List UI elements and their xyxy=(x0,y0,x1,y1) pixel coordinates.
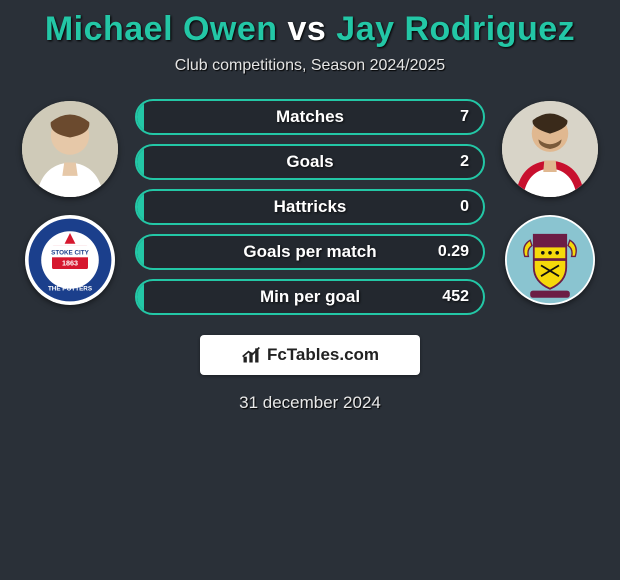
stat-label: Min per goal xyxy=(260,287,360,307)
stat-list: Matches 7 Goals 2 Hattricks 0 Goals per … xyxy=(135,99,485,315)
subtitle: Club competitions, Season 2024/2025 xyxy=(175,57,445,75)
person-icon xyxy=(502,101,598,197)
stat-fill xyxy=(137,146,144,178)
stat-fill xyxy=(137,191,144,223)
stat-row: Goals 2 xyxy=(135,144,485,180)
stat-value: 7 xyxy=(460,108,469,126)
player1-name: Michael Owen xyxy=(45,10,278,48)
stat-label: Hattricks xyxy=(274,197,347,217)
person-icon xyxy=(22,101,118,197)
vs-text: vs xyxy=(288,10,327,48)
brand-text: FcTables.com xyxy=(267,345,379,365)
player1-avatar xyxy=(22,101,118,197)
club-badge-icon xyxy=(505,215,595,305)
stat-label: Matches xyxy=(276,107,344,127)
player2-name: Jay Rodriguez xyxy=(336,10,575,48)
player1-club-badge: STOKE CITY 1863 THE POTTERS xyxy=(25,215,115,305)
stat-row: Goals per match 0.29 xyxy=(135,234,485,270)
stat-row: Min per goal 452 xyxy=(135,279,485,315)
left-column: STOKE CITY 1863 THE POTTERS xyxy=(15,95,125,305)
svg-text:1863: 1863 xyxy=(62,258,78,267)
date-text: 31 december 2024 xyxy=(239,393,381,413)
chart-icon xyxy=(241,345,261,365)
player2-club-badge xyxy=(505,215,595,305)
svg-text:STOKE CITY: STOKE CITY xyxy=(51,250,89,257)
page-title: Michael Owen vs Jay Rodriguez xyxy=(45,10,575,49)
club-badge-icon: STOKE CITY 1863 THE POTTERS xyxy=(25,215,115,305)
stat-fill xyxy=(137,101,144,133)
svg-text:THE POTTERS: THE POTTERS xyxy=(48,286,92,293)
player2-avatar xyxy=(502,101,598,197)
stat-label: Goals xyxy=(286,152,333,172)
stat-value: 0 xyxy=(460,198,469,216)
stat-row: Hattricks 0 xyxy=(135,189,485,225)
stat-value: 0.29 xyxy=(438,243,469,261)
stat-label: Goals per match xyxy=(243,242,376,262)
stat-fill xyxy=(137,236,144,268)
stat-value: 452 xyxy=(442,288,469,306)
stat-value: 2 xyxy=(460,153,469,171)
comparison-card: Michael Owen vs Jay Rodriguez Club compe… xyxy=(0,0,620,580)
brand-watermark: FcTables.com xyxy=(200,335,420,375)
right-column xyxy=(495,95,605,305)
stat-fill xyxy=(137,281,144,313)
stat-row: Matches 7 xyxy=(135,99,485,135)
comparison-body: STOKE CITY 1863 THE POTTERS Matches 7 Go… xyxy=(0,95,620,315)
